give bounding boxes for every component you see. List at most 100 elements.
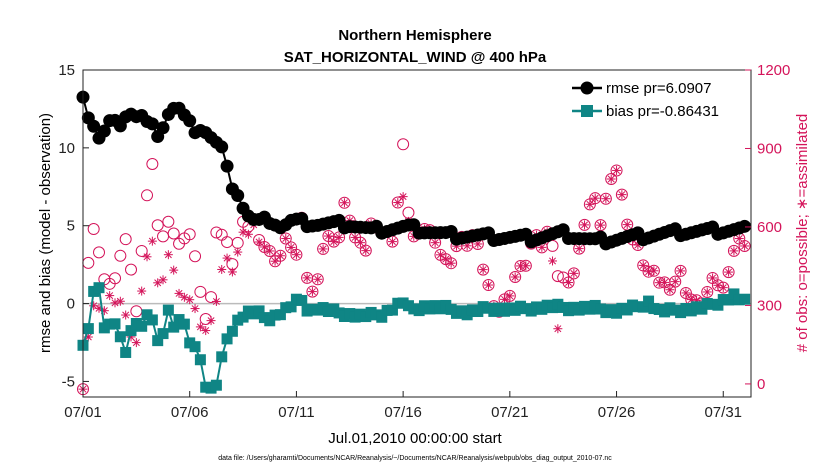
asterisk-stroke <box>597 221 605 229</box>
obs-assimilated-point <box>265 246 275 256</box>
obs-assimilated-point <box>596 220 606 230</box>
obs-possible-point <box>647 264 660 277</box>
obs-assimilated-point <box>601 194 611 204</box>
asterisk-stroke <box>330 238 338 246</box>
legend-rmse-marker <box>580 81 594 95</box>
obs-assimilated-point <box>169 265 179 275</box>
bias-marker <box>178 318 190 330</box>
bias-marker <box>93 282 105 294</box>
asterisk-stroke <box>276 252 284 260</box>
x-tick-label: 07/06 <box>171 404 209 421</box>
bias-marker <box>643 295 655 307</box>
obs-assimilated-point <box>622 220 632 230</box>
obs-assimilated-point <box>323 231 333 241</box>
asterisk-stroke <box>234 248 242 256</box>
asterisk-stroke <box>479 266 487 274</box>
asterisk-stroke <box>324 232 332 240</box>
x-tick-label: 07/16 <box>384 404 422 421</box>
obs-assimilated-point <box>612 165 622 175</box>
asterisk-stroke <box>287 243 295 251</box>
obs-assimilated-point <box>564 277 574 287</box>
obs-possible-point <box>311 273 324 286</box>
obs-assimilated-point <box>574 244 584 254</box>
asterisk-stroke <box>335 233 343 241</box>
asterisk-stroke <box>581 221 589 229</box>
x-tick-label: 07/21 <box>491 404 529 421</box>
obs-possible-point <box>359 244 372 257</box>
rmse-marker <box>156 121 170 135</box>
bias-marker <box>221 333 233 345</box>
obs-assimilated-point <box>339 198 349 208</box>
obs-assimilated-point <box>286 242 296 252</box>
asterisk-stroke <box>138 287 146 295</box>
asterisk-stroke <box>554 325 562 333</box>
obs-assimilated-point <box>227 267 237 277</box>
bias-marker <box>386 304 398 316</box>
obs-assimilated-point <box>649 266 659 276</box>
obs-possible-point <box>141 189 154 202</box>
obs-possible-point <box>727 244 740 257</box>
bias-marker <box>637 301 649 313</box>
asterisk-stroke <box>463 242 471 250</box>
asterisk-stroke <box>212 297 220 305</box>
obs-assimilated-point <box>201 326 211 336</box>
obs-assimilated-point <box>313 274 323 284</box>
bias-marker <box>376 311 388 323</box>
bias-marker <box>728 288 740 300</box>
obs-possible-point <box>477 263 490 276</box>
bias-marker <box>82 323 94 335</box>
obs-possible-point <box>194 285 207 298</box>
obs-assimilated-point <box>174 288 184 298</box>
obs-possible-point <box>119 233 132 246</box>
obs-assimilated-point <box>435 250 445 260</box>
obs-possible-point <box>445 257 458 270</box>
y-right-axis-label: # of obs: o=possible; ∗=assimilated <box>794 114 811 353</box>
asterisk-stroke <box>202 327 210 335</box>
asterisk-stroke <box>442 255 450 263</box>
asterisk-stroke <box>223 254 231 262</box>
asterisk-stroke <box>122 311 130 319</box>
obs-possible-point <box>135 244 148 257</box>
obs-possible-point <box>397 138 410 151</box>
asterisk-stroke <box>719 284 727 292</box>
obs-assimilated-point <box>334 232 344 242</box>
obs-assimilated-point <box>521 261 531 271</box>
asterisk-stroke <box>399 193 407 201</box>
asterisk-stroke <box>474 240 482 248</box>
obs-possible-point <box>669 275 682 288</box>
obs-assimilated-point <box>548 256 558 266</box>
y-right-tick-label: 600 <box>757 219 782 236</box>
obs-assimilated-point <box>243 229 253 239</box>
obs-assimilated-point <box>724 267 734 277</box>
asterisk-stroke <box>591 194 599 202</box>
obs-assimilated-point <box>708 273 718 283</box>
bias-marker <box>264 315 276 327</box>
asterisk-stroke <box>340 199 348 207</box>
asterisk-stroke <box>255 238 263 246</box>
bias-marker <box>136 320 148 332</box>
bias-marker <box>152 335 164 347</box>
obs-possible-point <box>146 157 159 170</box>
asterisk-stroke <box>356 239 364 247</box>
asterisk-stroke <box>506 292 514 300</box>
obs-assimilated-point <box>393 198 403 208</box>
asterisk-stroke <box>303 274 311 282</box>
obs-possible-point <box>503 289 516 302</box>
obs-assimilated-point <box>665 285 675 295</box>
asterisk-stroke <box>175 289 183 297</box>
obs-assimilated-point <box>569 268 579 278</box>
asterisk-stroke <box>244 230 252 238</box>
asterisk-stroke <box>682 289 690 297</box>
bias-marker <box>210 379 222 391</box>
asterisk-stroke <box>143 253 151 261</box>
asterisk-stroke <box>164 251 172 259</box>
obs-possible-point <box>93 246 106 259</box>
asterisk-stroke <box>431 239 439 247</box>
obs-assimilated-point <box>158 275 168 285</box>
bias-marker <box>253 305 265 317</box>
x-tick-label: 07/01 <box>64 404 102 421</box>
asterisk-stroke <box>725 268 733 276</box>
obs-assimilated-point <box>291 250 301 260</box>
bias-marker <box>189 341 201 353</box>
asterisk-stroke <box>154 279 162 287</box>
